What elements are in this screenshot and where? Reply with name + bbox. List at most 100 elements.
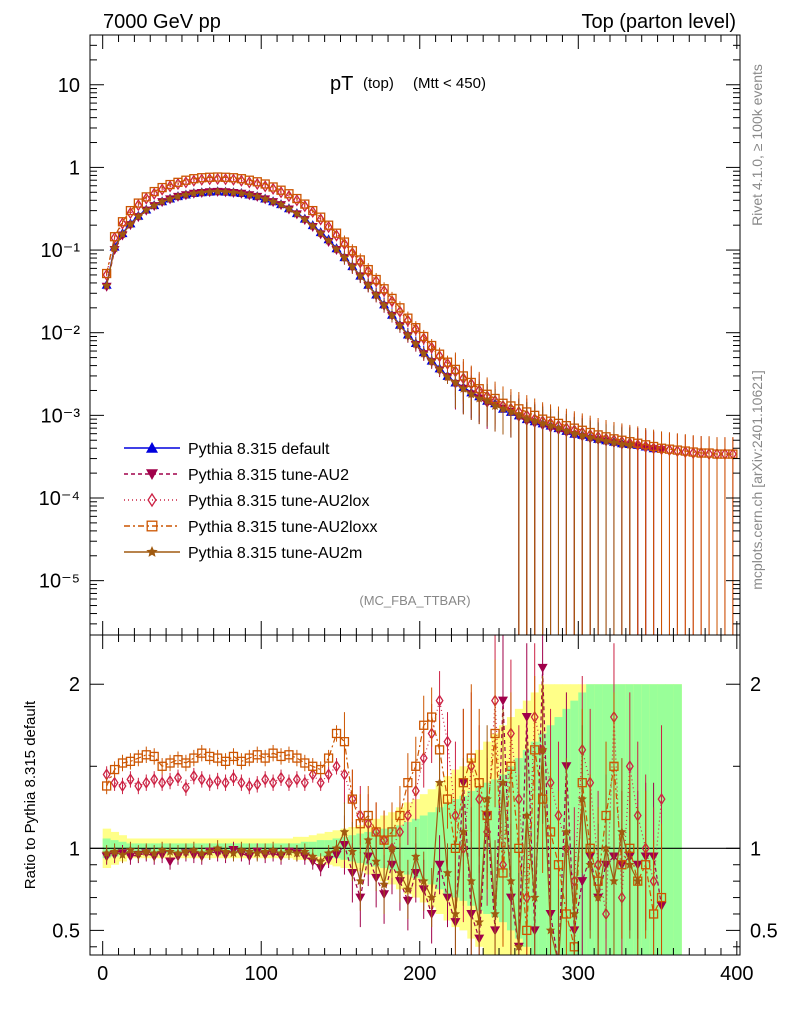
ratio-point bbox=[268, 845, 278, 854]
data-point bbox=[403, 314, 412, 327]
analysis-tag: (MC_FBA_TTBAR) bbox=[359, 593, 470, 608]
mcplots-label: mcplots.cern.ch [arXiv:2401.10621] bbox=[749, 370, 765, 589]
data-point bbox=[466, 389, 476, 399]
data-point bbox=[300, 214, 310, 224]
data-point bbox=[577, 430, 587, 440]
data-point bbox=[426, 340, 437, 351]
x-tick-label: 400 bbox=[720, 963, 753, 985]
ratio-point bbox=[648, 909, 659, 919]
ratio-point bbox=[221, 776, 230, 789]
ratio-point bbox=[553, 860, 564, 870]
data-point bbox=[125, 219, 136, 229]
legend-entry-1: Pythia 8.315 tune-AU2 bbox=[188, 467, 349, 484]
data-point bbox=[236, 188, 247, 198]
data-point bbox=[617, 439, 627, 449]
ratio-point bbox=[292, 848, 302, 858]
data-point bbox=[252, 191, 262, 201]
ratio-point bbox=[276, 848, 286, 858]
ratio-point bbox=[561, 826, 572, 836]
data-point bbox=[308, 205, 318, 216]
series-2 bbox=[102, 172, 737, 635]
data-point bbox=[522, 414, 532, 424]
ratio-point bbox=[522, 810, 532, 820]
y-tick-label: 10⁻² bbox=[41, 323, 81, 345]
main-plot: 10 1 10⁻¹ 10⁻² 10⁻³ 10⁻⁴ 10⁻⁵ pT (top) (Mtt < … bbox=[39, 34, 741, 636]
data-point bbox=[363, 280, 373, 290]
data-point bbox=[364, 265, 373, 278]
ratio-point bbox=[292, 773, 301, 786]
series-line-0 bbox=[105, 190, 654, 449]
data-point bbox=[553, 423, 564, 433]
ratio-point bbox=[165, 846, 175, 856]
legend-marker-4 bbox=[146, 546, 158, 557]
data-point bbox=[276, 199, 286, 209]
ratio-point bbox=[426, 712, 437, 722]
data-point bbox=[434, 364, 445, 374]
ratio-point bbox=[269, 776, 278, 789]
data-point bbox=[173, 191, 183, 201]
data-point bbox=[387, 295, 397, 308]
ratio-point bbox=[435, 694, 444, 707]
data-point bbox=[379, 284, 389, 294]
y-tick-label: 1 bbox=[69, 157, 80, 179]
data-point bbox=[427, 341, 436, 354]
ratio-point bbox=[514, 941, 524, 951]
ratio-point bbox=[118, 779, 127, 793]
ratio-point bbox=[625, 859, 635, 869]
data-point bbox=[228, 187, 239, 197]
ratio-point bbox=[641, 860, 651, 870]
ratio-point bbox=[609, 876, 619, 886]
ratio-point bbox=[419, 876, 429, 886]
data-point bbox=[300, 199, 309, 213]
ratio-point bbox=[371, 856, 381, 866]
ratio-plot: 0.5 0.5 1 1 2 2 0 100 200 300 400 Ratio to Pythia … bbox=[22, 634, 778, 985]
ratio-point bbox=[308, 851, 318, 861]
data-point bbox=[125, 205, 136, 216]
data-point bbox=[117, 229, 128, 239]
ratio-point bbox=[324, 768, 333, 781]
ratio-point bbox=[300, 846, 310, 856]
data-point bbox=[150, 187, 159, 200]
data-point bbox=[269, 182, 278, 196]
ratio-point bbox=[395, 810, 405, 821]
ratio-point bbox=[497, 696, 508, 706]
ratio-point bbox=[181, 846, 191, 856]
ratio-point bbox=[284, 846, 294, 856]
ratio-point bbox=[450, 909, 461, 918]
ratio-point bbox=[204, 846, 215, 856]
ratio-point bbox=[411, 761, 421, 771]
data-point bbox=[585, 432, 595, 442]
ratio-y-label-right: 2 bbox=[750, 674, 761, 696]
ratio-point bbox=[490, 728, 500, 739]
band-inner bbox=[665, 684, 674, 955]
data-point bbox=[133, 211, 144, 221]
data-point bbox=[284, 203, 294, 213]
ratio-point bbox=[537, 744, 548, 754]
ratio-point bbox=[236, 845, 247, 854]
ratio-point bbox=[237, 776, 246, 789]
ratio-point bbox=[379, 879, 389, 889]
ratio-point bbox=[403, 809, 412, 822]
ratio-point bbox=[403, 778, 413, 788]
ratio-point bbox=[434, 860, 445, 870]
ratio-point bbox=[165, 857, 176, 867]
ratio-point bbox=[173, 848, 183, 858]
data-point bbox=[117, 217, 128, 227]
ratio-point bbox=[522, 925, 532, 936]
ratio-point bbox=[419, 720, 429, 730]
ratio-point bbox=[109, 846, 120, 856]
ratio-point bbox=[150, 773, 159, 786]
ratio-point bbox=[355, 876, 366, 886]
ratio-point bbox=[466, 753, 476, 763]
ratio-point bbox=[355, 819, 365, 829]
data-point bbox=[284, 189, 294, 199]
data-point bbox=[141, 192, 151, 202]
series-line-2 bbox=[105, 178, 733, 455]
ratio-y-label-left: 2 bbox=[69, 674, 80, 696]
data-point bbox=[474, 393, 484, 403]
data-point bbox=[728, 449, 738, 459]
data-point bbox=[339, 237, 350, 247]
ratio-point bbox=[229, 771, 238, 784]
ratio-point bbox=[490, 909, 500, 918]
data-point bbox=[133, 198, 144, 208]
